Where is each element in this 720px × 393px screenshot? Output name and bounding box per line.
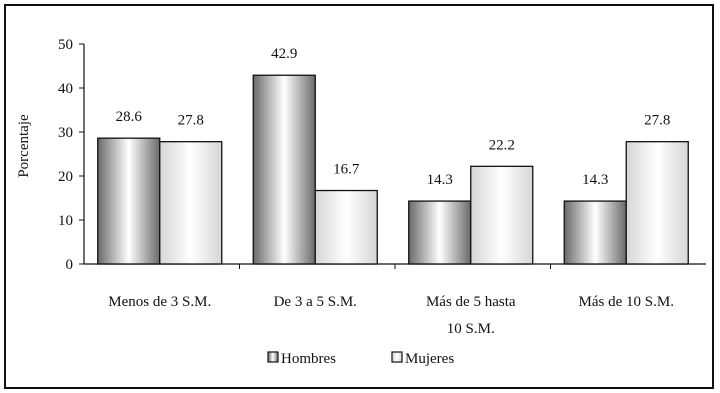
x-category-label: 10 S.M.: [447, 321, 495, 337]
data-label: 16.7: [333, 162, 360, 178]
labels: 28.6 27.8 Menos de 3 S.M. 42.9 16.7 De 3 a 5 …: [108, 46, 674, 337]
x-category-label: Menos de 3 S.M.: [108, 294, 211, 310]
bar-mujeres-1: [314, 189, 378, 265]
data-label: 14.3: [427, 172, 453, 188]
bar-mujeres-3: [625, 141, 689, 265]
bar-hombres-2: [408, 200, 472, 265]
bars: [97, 74, 689, 265]
bar-mujeres-2: [470, 165, 534, 265]
data-label: 22.2: [489, 137, 515, 153]
x-category-label: Más de 5 hasta: [426, 294, 516, 310]
y-tick-label: 30: [58, 125, 73, 141]
data-label: 42.9: [271, 46, 297, 62]
legend-label-hombres: Hombres: [281, 351, 336, 367]
y-tick-label: 20: [58, 169, 73, 185]
data-label: 27.8: [178, 113, 204, 129]
legend: Hombres Mujeres: [267, 351, 454, 367]
legend-swatch-hombres: [267, 351, 279, 363]
bar-hombres-3: [563, 200, 627, 265]
legend-swatch-mujeres: [391, 351, 403, 363]
data-label: 14.3: [582, 172, 608, 188]
x-category-label: Más de 10 S.M.: [579, 294, 674, 310]
y-tick-label: 0: [66, 257, 74, 273]
bar-chart: 0 10 20 30 40 50 28.6 27.8 Menos de 3 S.M. 42.9 1…: [16, 37, 706, 367]
legend-label-mujeres: Mujeres: [405, 351, 454, 367]
x-category-label: De 3 a 5 S.M.: [274, 294, 357, 310]
data-label: 28.6: [116, 109, 143, 125]
data-label: 27.8: [644, 113, 670, 129]
chart-frame: 0 10 20 30 40 50 28.6 27.8 Menos de 3 S.M. 42.9 1…: [4, 4, 714, 389]
bar-mujeres-0: [159, 141, 223, 265]
bar-hombres-0: [97, 137, 161, 265]
y-tick-label: 10: [58, 213, 73, 229]
y-axis-label: Porcentaje: [16, 114, 32, 178]
y-tick-label: 50: [58, 37, 73, 53]
y-tick-label: 40: [58, 81, 73, 97]
bar-hombres-1: [252, 74, 316, 265]
